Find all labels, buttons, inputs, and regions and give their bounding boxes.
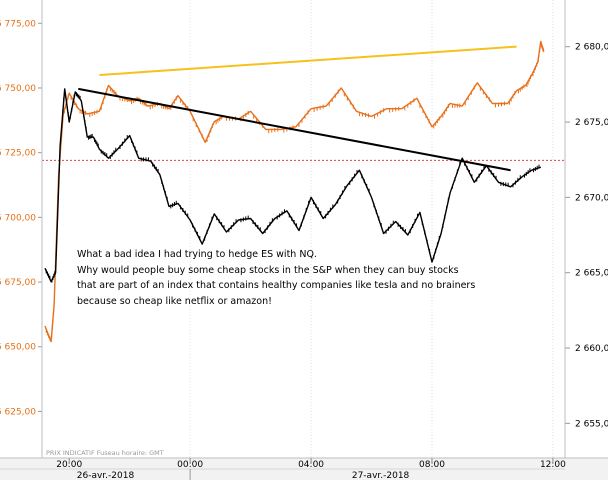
annotation-line: because so cheap like netflix or amazon!: [77, 295, 272, 307]
date-label: 26-avr.-2018: [77, 471, 135, 480]
x-tick-label: 00:00: [177, 460, 203, 470]
right-tick-label: 2 670,00: [575, 193, 608, 203]
left-axis: 6 775,00 6 750,00 6 725,00 6 700,00 6 675,00…: [0, 0, 43, 458]
left-tick-label: 6 750,00: [0, 84, 36, 94]
right-tick-label: 2 660,00: [575, 344, 608, 354]
x-axis: 20:00 00:00 04:00 08:00 12:00 26-avr.-2018 27-…: [0, 457, 608, 480]
left-tick-label: 6 775,00: [0, 19, 36, 29]
left-tick-label: 6 675,00: [0, 278, 36, 288]
x-tick-label: 04:00: [298, 460, 324, 470]
right-tick-label: 2 680,00: [575, 43, 608, 53]
plot-background: [42, 0, 565, 458]
gridlines: [189, 0, 554, 458]
annotation-line: that are part of an index that contains …: [77, 280, 476, 291]
right-tick-label: 2 655,00: [575, 419, 608, 429]
left-tick-label: 6 725,00: [0, 149, 36, 159]
annotation-line: What a bad idea I had trying to hedge ES…: [77, 249, 317, 260]
series-group: [44, 40, 545, 343]
left-tick-label: 6 700,00: [0, 213, 36, 223]
series-line: [44, 88, 542, 283]
series-path: [44, 40, 545, 343]
right-axis: 2 680,00 2 675,00 2 670,00 2 665,00 2 660,00…: [564, 0, 608, 458]
x-tick-label: 08:00: [419, 460, 445, 470]
trendline: [78, 87, 511, 172]
trendline: [99, 45, 517, 77]
right-tick-label: 2 665,00: [575, 269, 608, 279]
annotation-line: Why would people buy some cheap stocks i…: [77, 264, 459, 276]
x-tick-label: 12:00: [540, 460, 566, 470]
left-tick-label: 6 650,00: [0, 343, 36, 353]
footer-label: PRIX INDICATIF Fuseau horaire: GMT: [46, 449, 164, 457]
left-tick-label: 6 625,00: [0, 407, 36, 417]
trendlines-group: [78, 45, 517, 172]
x-tick-label: 20:00: [56, 460, 82, 470]
annotation-note: What a bad idea I had trying to hedge ES…: [77, 247, 477, 309]
right-tick-label: 2 675,00: [575, 118, 608, 128]
date-label: 27-avr.-2018: [352, 471, 410, 480]
